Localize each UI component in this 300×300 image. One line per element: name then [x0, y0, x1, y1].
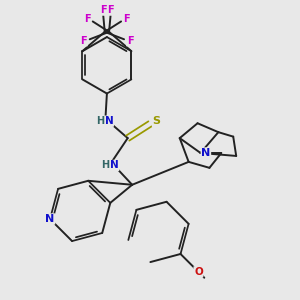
Text: F: F — [123, 14, 130, 24]
Text: N: N — [110, 160, 119, 170]
Text: F: F — [100, 5, 106, 15]
Text: F: F — [107, 5, 114, 15]
Text: F: F — [127, 36, 133, 46]
Text: H: H — [96, 116, 104, 126]
Text: F: F — [80, 36, 87, 46]
Text: S: S — [152, 116, 160, 127]
Text: N: N — [201, 148, 211, 158]
Text: F: F — [84, 14, 91, 24]
Text: N: N — [45, 214, 55, 224]
Text: H: H — [101, 160, 110, 170]
Text: O: O — [194, 267, 203, 277]
Text: N: N — [105, 116, 113, 126]
